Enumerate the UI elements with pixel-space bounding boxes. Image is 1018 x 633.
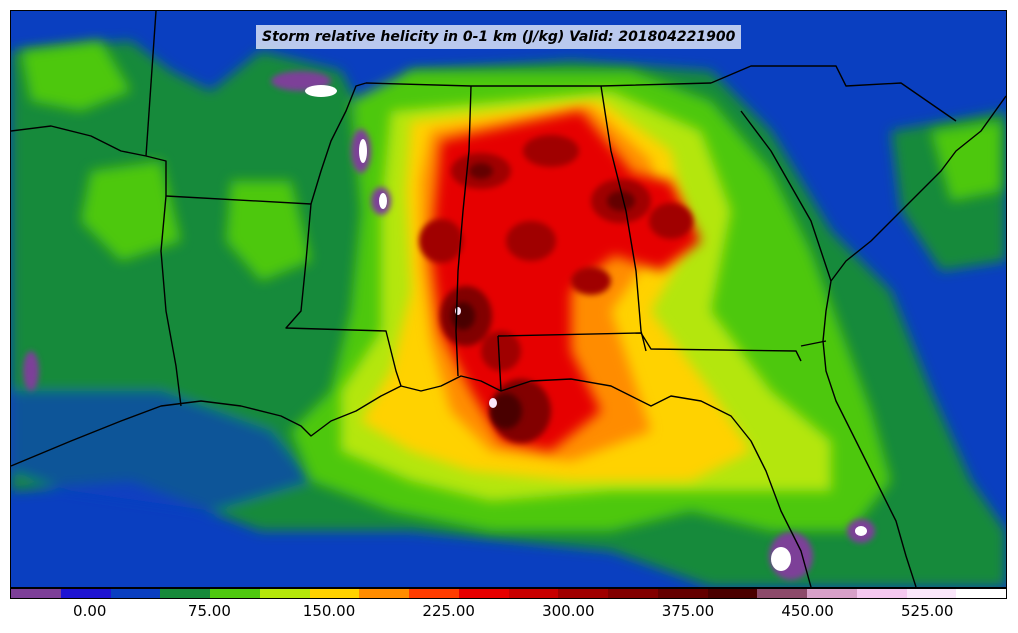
map-title: Storm relative helicity in 0-1 km (J/kg)…	[256, 25, 742, 49]
state-line	[145, 11, 157, 157]
colorbar-swatch	[458, 589, 509, 598]
colorbar-tick-label: 225.00	[422, 602, 475, 620]
colorbar	[10, 588, 1007, 599]
state-line	[310, 82, 367, 205]
state-line	[145, 155, 167, 196]
colorbar-tick-label: 300.00	[542, 602, 595, 620]
colorbar-swatch	[608, 589, 658, 598]
colorbar-swatch	[707, 589, 758, 598]
colorbar-swatch	[757, 589, 807, 598]
map-panel: Storm relative helicity in 0-1 km (J/kg)…	[10, 10, 1007, 588]
colorbar-swatch	[160, 589, 210, 598]
state-line	[497, 332, 802, 362]
colorbar-swatch	[906, 589, 957, 598]
colorbar-swatch	[856, 589, 907, 598]
colorbar-swatch	[259, 589, 310, 598]
colorbar-tick-label: 150.00	[302, 602, 356, 620]
colorbar-swatch	[956, 589, 1006, 598]
coastline	[11, 375, 812, 587]
state-line	[11, 125, 147, 157]
state-line	[740, 110, 832, 282]
map-boundaries	[11, 11, 1006, 587]
colorbar-swatch	[558, 589, 608, 598]
state-line	[455, 85, 472, 377]
coastline	[822, 95, 1006, 587]
state-line	[497, 335, 502, 392]
colorbar-swatch	[657, 589, 708, 598]
state-line	[160, 195, 182, 407]
state-line	[285, 203, 402, 387]
colorbar-swatch	[409, 589, 459, 598]
colorbar-tick-label: 525.00	[900, 602, 954, 620]
colorbar-swatch	[210, 589, 260, 598]
colorbar-swatch	[110, 589, 161, 598]
helicity-map	[11, 11, 1006, 587]
colorbar-tick-label: 75.00	[187, 602, 231, 620]
colorbar-tick-label: 375.00	[661, 602, 715, 620]
colorbar-swatch	[807, 589, 857, 598]
colorbar-tick-label: 450.00	[781, 602, 834, 620]
colorbar-swatch	[359, 589, 409, 598]
colorbar-tick-labels: 0.00 75.00 150.00 225.00 300.00 375.00 450.00 5…	[10, 599, 1007, 629]
colorbar-tick-label: 0.00	[73, 602, 107, 620]
colorbar-swatch	[508, 589, 559, 598]
colorbar-swatch	[309, 589, 360, 598]
state-line	[710, 65, 957, 122]
state-line	[365, 82, 712, 87]
state-line	[800, 340, 827, 347]
colorbar-swatch	[11, 589, 61, 598]
helicity-field-white	[305, 85, 867, 571]
state-line	[165, 195, 312, 205]
colorbar-swatch	[60, 589, 111, 598]
